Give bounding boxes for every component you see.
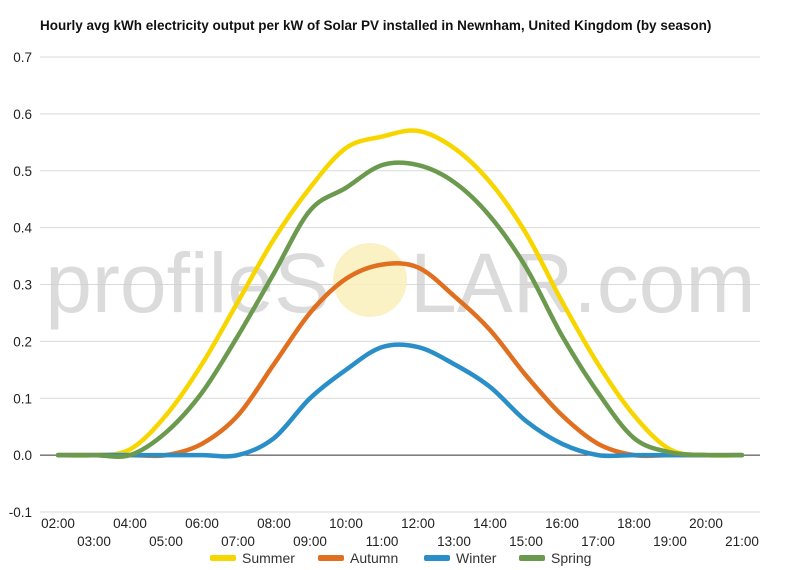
x-tick-label: 02:00 [41, 516, 75, 531]
watermark-sun-icon [333, 243, 407, 317]
y-tick-label: 0.1 [13, 391, 32, 406]
y-tick-label: 0.3 [13, 278, 32, 293]
watermark: profileS LAR.com [45, 236, 755, 330]
series-line-summer [55, 128, 745, 458]
legend-label-spring[interactable]: Spring [551, 550, 591, 566]
y-tick-label: 0.2 [13, 334, 32, 349]
y-tick-label: -0.1 [9, 505, 32, 520]
chart-title: Hourly avg kWh electricity output per kW… [40, 18, 712, 33]
x-tick-label: 14:00 [473, 516, 507, 531]
x-tick-label: 15:00 [509, 534, 543, 549]
y-tick-label: 0.4 [13, 221, 32, 236]
legend-swatch-spring[interactable] [519, 555, 545, 561]
y-tick-label: 0.5 [13, 164, 32, 179]
legend-swatch-autumn[interactable] [318, 555, 344, 561]
legend-swatch-summer[interactable] [210, 555, 236, 561]
x-tick-label: 10:00 [329, 516, 363, 531]
y-tick-label: 0.6 [13, 107, 32, 122]
watermark-text-left: profileS [45, 236, 330, 330]
x-tick-label: 16:00 [545, 516, 579, 531]
x-tick-label: 07:00 [221, 534, 255, 549]
legend-label-winter[interactable]: Winter [456, 550, 497, 566]
x-tick-label: 03:00 [77, 534, 111, 549]
series-line-spring [55, 160, 745, 460]
y-tick-label: 0.0 [13, 448, 32, 463]
x-tick-label: 04:00 [113, 516, 147, 531]
x-tick-label: 06:00 [185, 516, 219, 531]
watermark-text-right: LAR.com [410, 236, 755, 330]
x-tick-label: 13:00 [437, 534, 471, 549]
axis-layer: -0.1 0.0 0.1 0.2 0.3 0.4 0.5 0.6 0.7 02:0003:0004… [9, 50, 759, 549]
x-tick-label: 21:00 [725, 534, 759, 549]
x-tick-label: 20:00 [689, 516, 723, 531]
x-tick-label: 11:00 [366, 534, 399, 549]
x-tick-label: 05:00 [149, 534, 183, 549]
series-line-winter [55, 342, 745, 459]
x-tick-label: 17:00 [581, 534, 615, 549]
series-layer [55, 128, 745, 460]
legend-swatch-winter[interactable] [424, 555, 450, 561]
x-tick-label: 19:00 [653, 534, 687, 549]
x-tick-label: 12:00 [401, 516, 435, 531]
y-tick-label: 0.7 [13, 50, 32, 65]
legend-label-autumn[interactable]: Autumn [350, 550, 398, 566]
x-tick-label: 08:00 [257, 516, 291, 531]
legend[interactable]: Summer Autumn Winter Spring [210, 550, 591, 566]
legend-label-summer[interactable]: Summer [242, 550, 295, 566]
x-tick-label: 09:00 [293, 534, 327, 549]
x-tick-label: 18:00 [617, 516, 651, 531]
